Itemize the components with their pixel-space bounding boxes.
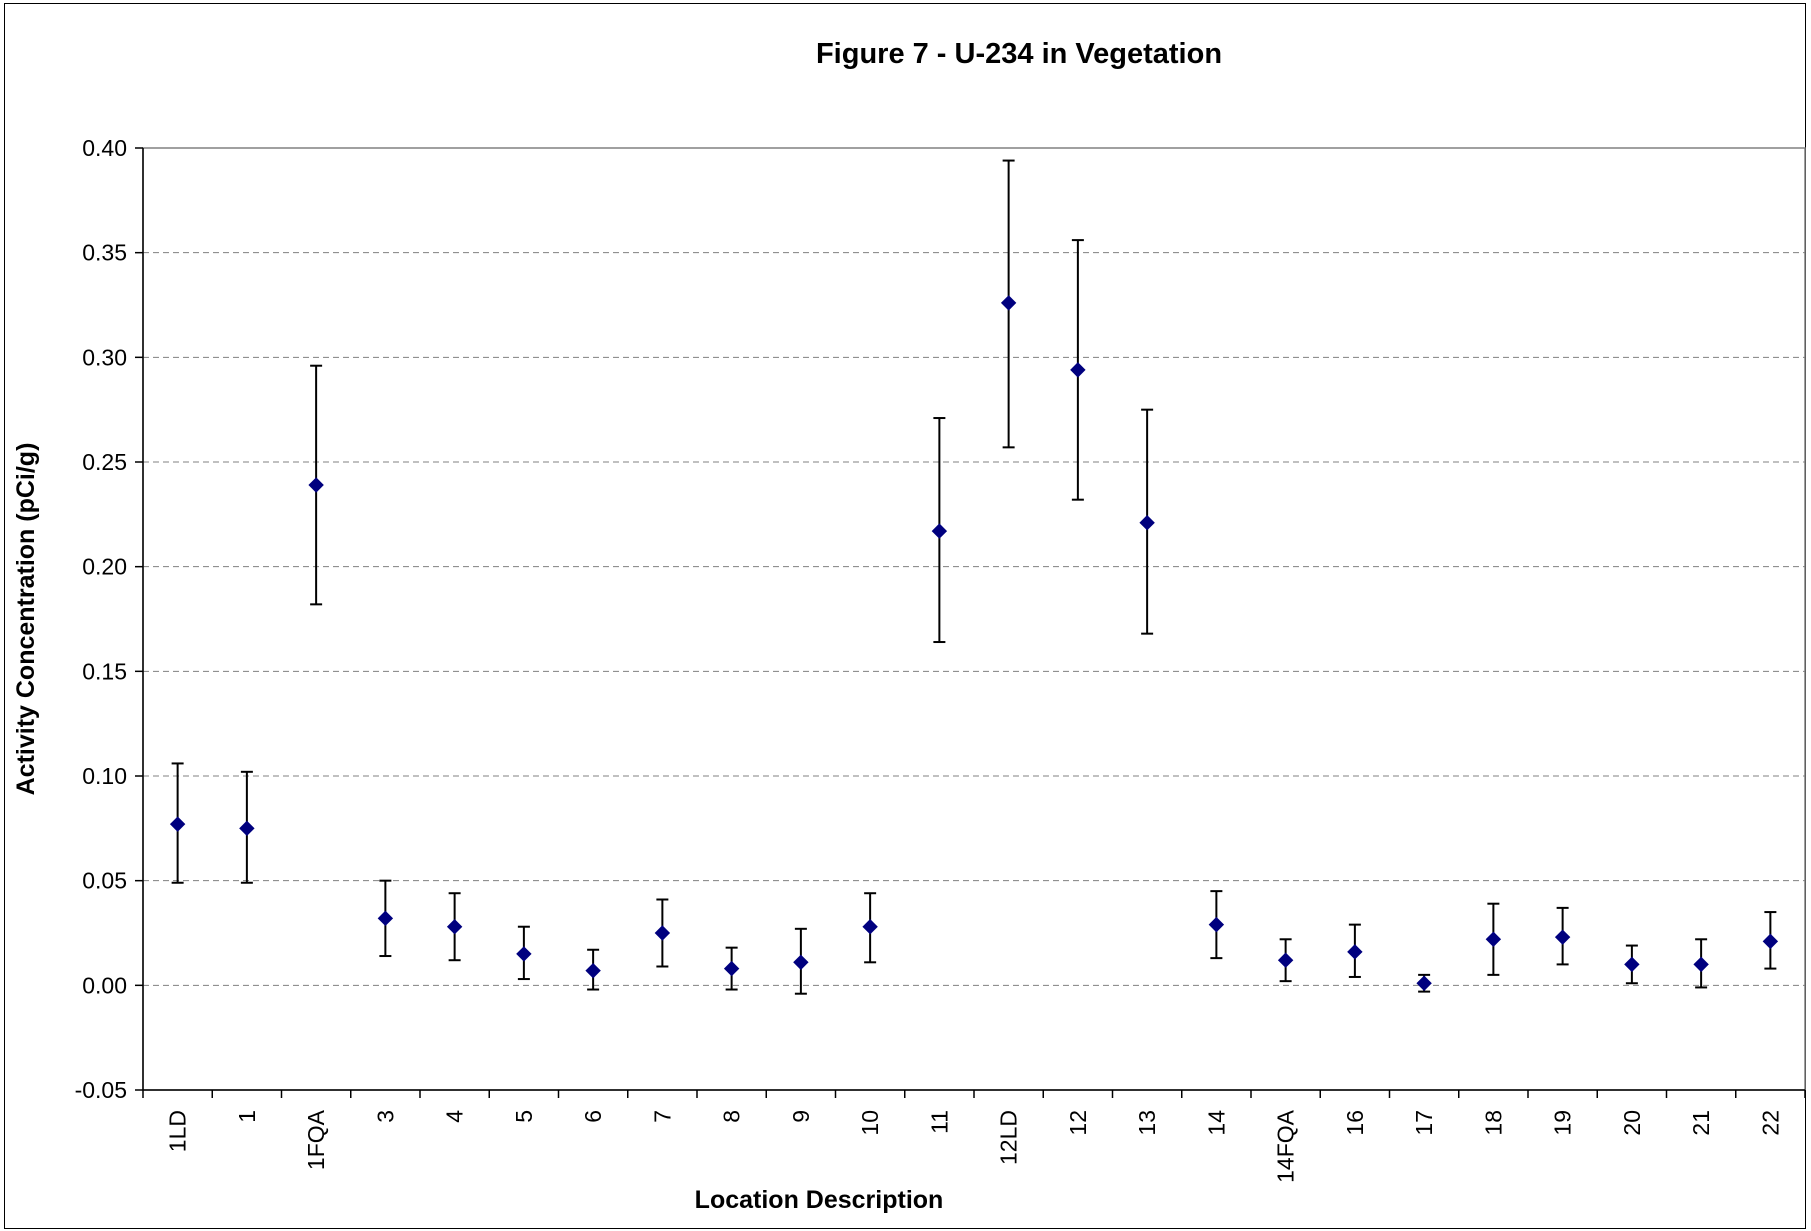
y-tick-label: 0.15 — [82, 658, 127, 684]
data-point-marker — [1762, 933, 1779, 950]
data-point-marker — [1277, 952, 1294, 968]
plot-area — [142, 147, 1806, 1091]
x-tick-label: 4 — [442, 1110, 468, 1123]
chart-title: Figure 7 - U-234 in Vegetation — [816, 38, 1222, 70]
y-tick-label: 0.10 — [82, 763, 127, 789]
data-point-marker — [654, 925, 671, 941]
y-tick-label: 0.40 — [82, 135, 127, 161]
data-point-group — [723, 946, 740, 991]
data-point-group — [1416, 973, 1432, 993]
x-tick-label: 12 — [1065, 1110, 1091, 1136]
data-point-group — [1277, 938, 1294, 983]
y-tick-label: 0.35 — [82, 240, 127, 266]
data-point-marker — [1208, 916, 1225, 933]
data-point-marker — [585, 962, 601, 979]
x-tick-label: 16 — [1342, 1110, 1368, 1136]
data-point-marker — [1070, 362, 1086, 378]
data-point-marker — [377, 910, 394, 927]
data-point-group — [585, 948, 601, 991]
data-point-group — [1000, 159, 1017, 449]
y-axis-title: Activity Concentration (pCi/g) — [12, 443, 40, 796]
data-point-marker — [1416, 975, 1432, 991]
y-tick-label: 0.25 — [82, 449, 127, 475]
x-tick-label: 13 — [1134, 1110, 1160, 1136]
data-point-group — [308, 364, 324, 606]
data-point-group — [862, 892, 878, 964]
x-tick-label: 8 — [719, 1110, 745, 1123]
data-point-group — [1554, 906, 1571, 966]
data-point-group — [1070, 239, 1086, 501]
x-tick-label: 14FQA — [1273, 1109, 1299, 1183]
data-series — [169, 159, 1779, 995]
x-tick-label: 1LD — [165, 1110, 191, 1152]
chart-frame — [4, 3, 1806, 1229]
x-tick-label: 21 — [1688, 1110, 1714, 1136]
y-tick-label: 0.05 — [82, 868, 127, 894]
data-point-marker — [793, 954, 809, 971]
x-tick-label: 6 — [580, 1110, 606, 1123]
x-tick-label: 12LD — [996, 1110, 1022, 1165]
x-tick-label: 17 — [1411, 1110, 1437, 1136]
x-tick-label: 20 — [1619, 1110, 1645, 1136]
data-point-marker — [308, 477, 324, 493]
x-tick-label: 18 — [1480, 1110, 1506, 1136]
data-point-marker — [516, 946, 532, 962]
x-tick-label: 5 — [511, 1110, 537, 1123]
x-tick-label: 11 — [926, 1110, 952, 1134]
data-point-group — [1485, 902, 1502, 976]
data-point-marker — [862, 919, 878, 935]
data-point-group — [1762, 911, 1779, 970]
y-tick-label: -0.05 — [75, 1077, 127, 1103]
data-point-marker — [1693, 956, 1709, 973]
data-point-group — [793, 927, 809, 995]
y-tick-label: 0.00 — [82, 972, 127, 998]
data-point-group — [446, 892, 463, 962]
axes: -0.05 0.00 0.05 0.10 0.15 0.20 0.25 0.30 0.35 0.4… — [75, 135, 1806, 1183]
x-tick-label: 22 — [1757, 1110, 1783, 1136]
data-point-group — [931, 417, 948, 644]
data-point-group — [1208, 890, 1225, 960]
data-point-marker — [1485, 931, 1502, 947]
x-tick-label: 3 — [372, 1110, 398, 1123]
x-tick-label: 10 — [857, 1110, 883, 1136]
y-tick-label: 0.30 — [82, 344, 127, 370]
data-point-marker — [239, 820, 255, 837]
data-point-marker — [1624, 956, 1640, 973]
data-point-marker — [931, 523, 948, 539]
data-point-group — [377, 879, 394, 958]
data-point-group — [1693, 938, 1709, 989]
data-point-group — [1624, 944, 1640, 985]
data-point-marker — [1139, 514, 1155, 531]
data-point-marker — [169, 816, 186, 832]
x-tick-label: 19 — [1550, 1110, 1576, 1136]
x-tick-label: 14 — [1203, 1110, 1229, 1136]
data-point-marker — [723, 960, 740, 977]
data-point-group — [1139, 408, 1155, 635]
x-tick-label: 1FQA — [303, 1109, 329, 1170]
grid-lines — [143, 252, 1805, 986]
data-point-group — [516, 925, 532, 981]
data-point-group — [239, 770, 255, 884]
x-tick-label: 1 — [234, 1110, 260, 1123]
data-point-group — [169, 762, 186, 884]
data-point-marker — [1000, 295, 1017, 311]
x-tick-label: 7 — [649, 1110, 675, 1123]
data-point-marker — [446, 919, 463, 935]
x-tick-label: 9 — [788, 1110, 814, 1123]
y-tick-label: 0.20 — [82, 554, 127, 580]
data-point-group — [654, 898, 671, 968]
data-point-marker — [1554, 929, 1571, 945]
x-axis-title: Location Description — [695, 1186, 944, 1214]
data-point-group — [1347, 923, 1363, 978]
data-point-marker — [1347, 944, 1363, 960]
